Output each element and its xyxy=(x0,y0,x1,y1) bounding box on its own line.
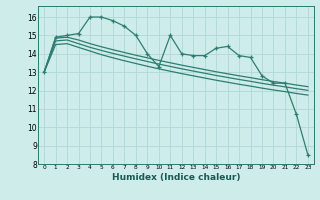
X-axis label: Humidex (Indice chaleur): Humidex (Indice chaleur) xyxy=(112,173,240,182)
